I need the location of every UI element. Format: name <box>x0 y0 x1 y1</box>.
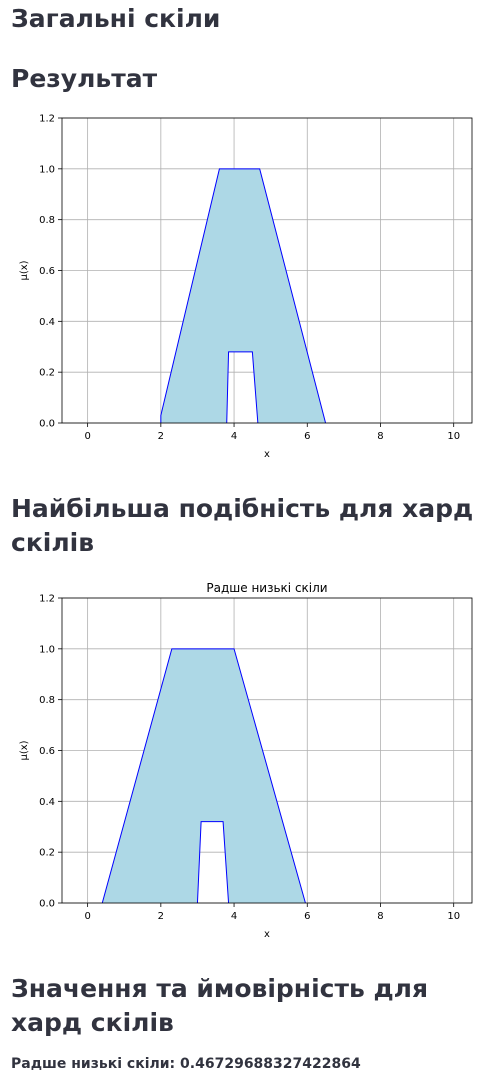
x-tick-label: 8 <box>377 431 383 442</box>
result-value: 0.46729688327422864 <box>180 1056 361 1072</box>
y-tick-label: 0.6 <box>39 746 55 757</box>
x-tick-label: 2 <box>158 431 164 442</box>
y-axis-label: μ(x) <box>19 260 30 280</box>
y-tick-label: 0.0 <box>39 899 55 910</box>
y-tick-label: 0.4 <box>39 317 55 328</box>
y-tick-label: 0.8 <box>39 215 55 226</box>
notch-line <box>226 351 259 424</box>
plot-frame <box>61 117 473 424</box>
notch-line <box>196 821 230 904</box>
x-tick-label: 6 <box>304 431 310 442</box>
chart-title: Радше низькі скіли <box>206 581 327 595</box>
y-tick-label: 0.8 <box>39 695 55 706</box>
x-tick-label: 2 <box>158 911 164 922</box>
y-tick-label: 0.2 <box>39 848 55 859</box>
x-tick-label: 10 <box>447 911 460 922</box>
result-heading: Результат <box>11 64 158 93</box>
y-tick-label: 1.0 <box>39 164 55 175</box>
y-tick-label: 0.4 <box>39 797 55 808</box>
plot-frame <box>61 597 473 904</box>
similarity-heading: Найбільша подібність для хард скілів <box>11 494 474 557</box>
x-tick-label: 0 <box>84 911 90 922</box>
membership-area <box>102 648 306 903</box>
x-tick-label: 10 <box>447 431 460 442</box>
y-tick-label: 0.2 <box>39 368 55 379</box>
y-axis-label: μ(x) <box>19 740 30 760</box>
result-chart: 0 2 4 6 8 10 0.0 0.2 0.4 0.6 0.8 1.0 1.2 x μ(x) <box>19 114 473 460</box>
y-tick-label: 0.6 <box>39 266 55 277</box>
result-line: Радше низькі скіли: 0.46729688327422864 <box>11 1056 361 1072</box>
membership-line <box>101 648 306 904</box>
result-label: Радше низькі скіли: <box>11 1056 176 1072</box>
y-tick-label: 0.0 <box>39 419 55 430</box>
x-tick-label: 4 <box>231 431 237 442</box>
general-skills-heading: Загальні скіли <box>11 4 221 33</box>
y-tick-label: 1.0 <box>39 644 55 655</box>
x-tick-label: 0 <box>84 431 90 442</box>
value-probability-heading: Значення та ймовірність для хард скілів <box>11 974 429 1037</box>
y-tick-label: 1.2 <box>39 114 55 125</box>
x-tick-label: 4 <box>231 911 237 922</box>
x-tick-label: 6 <box>304 911 310 922</box>
membership-area <box>160 168 326 423</box>
x-axis-label: x <box>264 929 270 940</box>
y-tick-label: 1.2 <box>39 594 55 605</box>
x-tick-label: 8 <box>377 911 383 922</box>
membership-line <box>160 168 327 424</box>
similarity-chart: Радше низькі скіли 0 2 4 6 8 10 0.0 0.2 0.4 0.6 0.8… <box>19 581 473 940</box>
x-axis-label: x <box>264 449 270 460</box>
